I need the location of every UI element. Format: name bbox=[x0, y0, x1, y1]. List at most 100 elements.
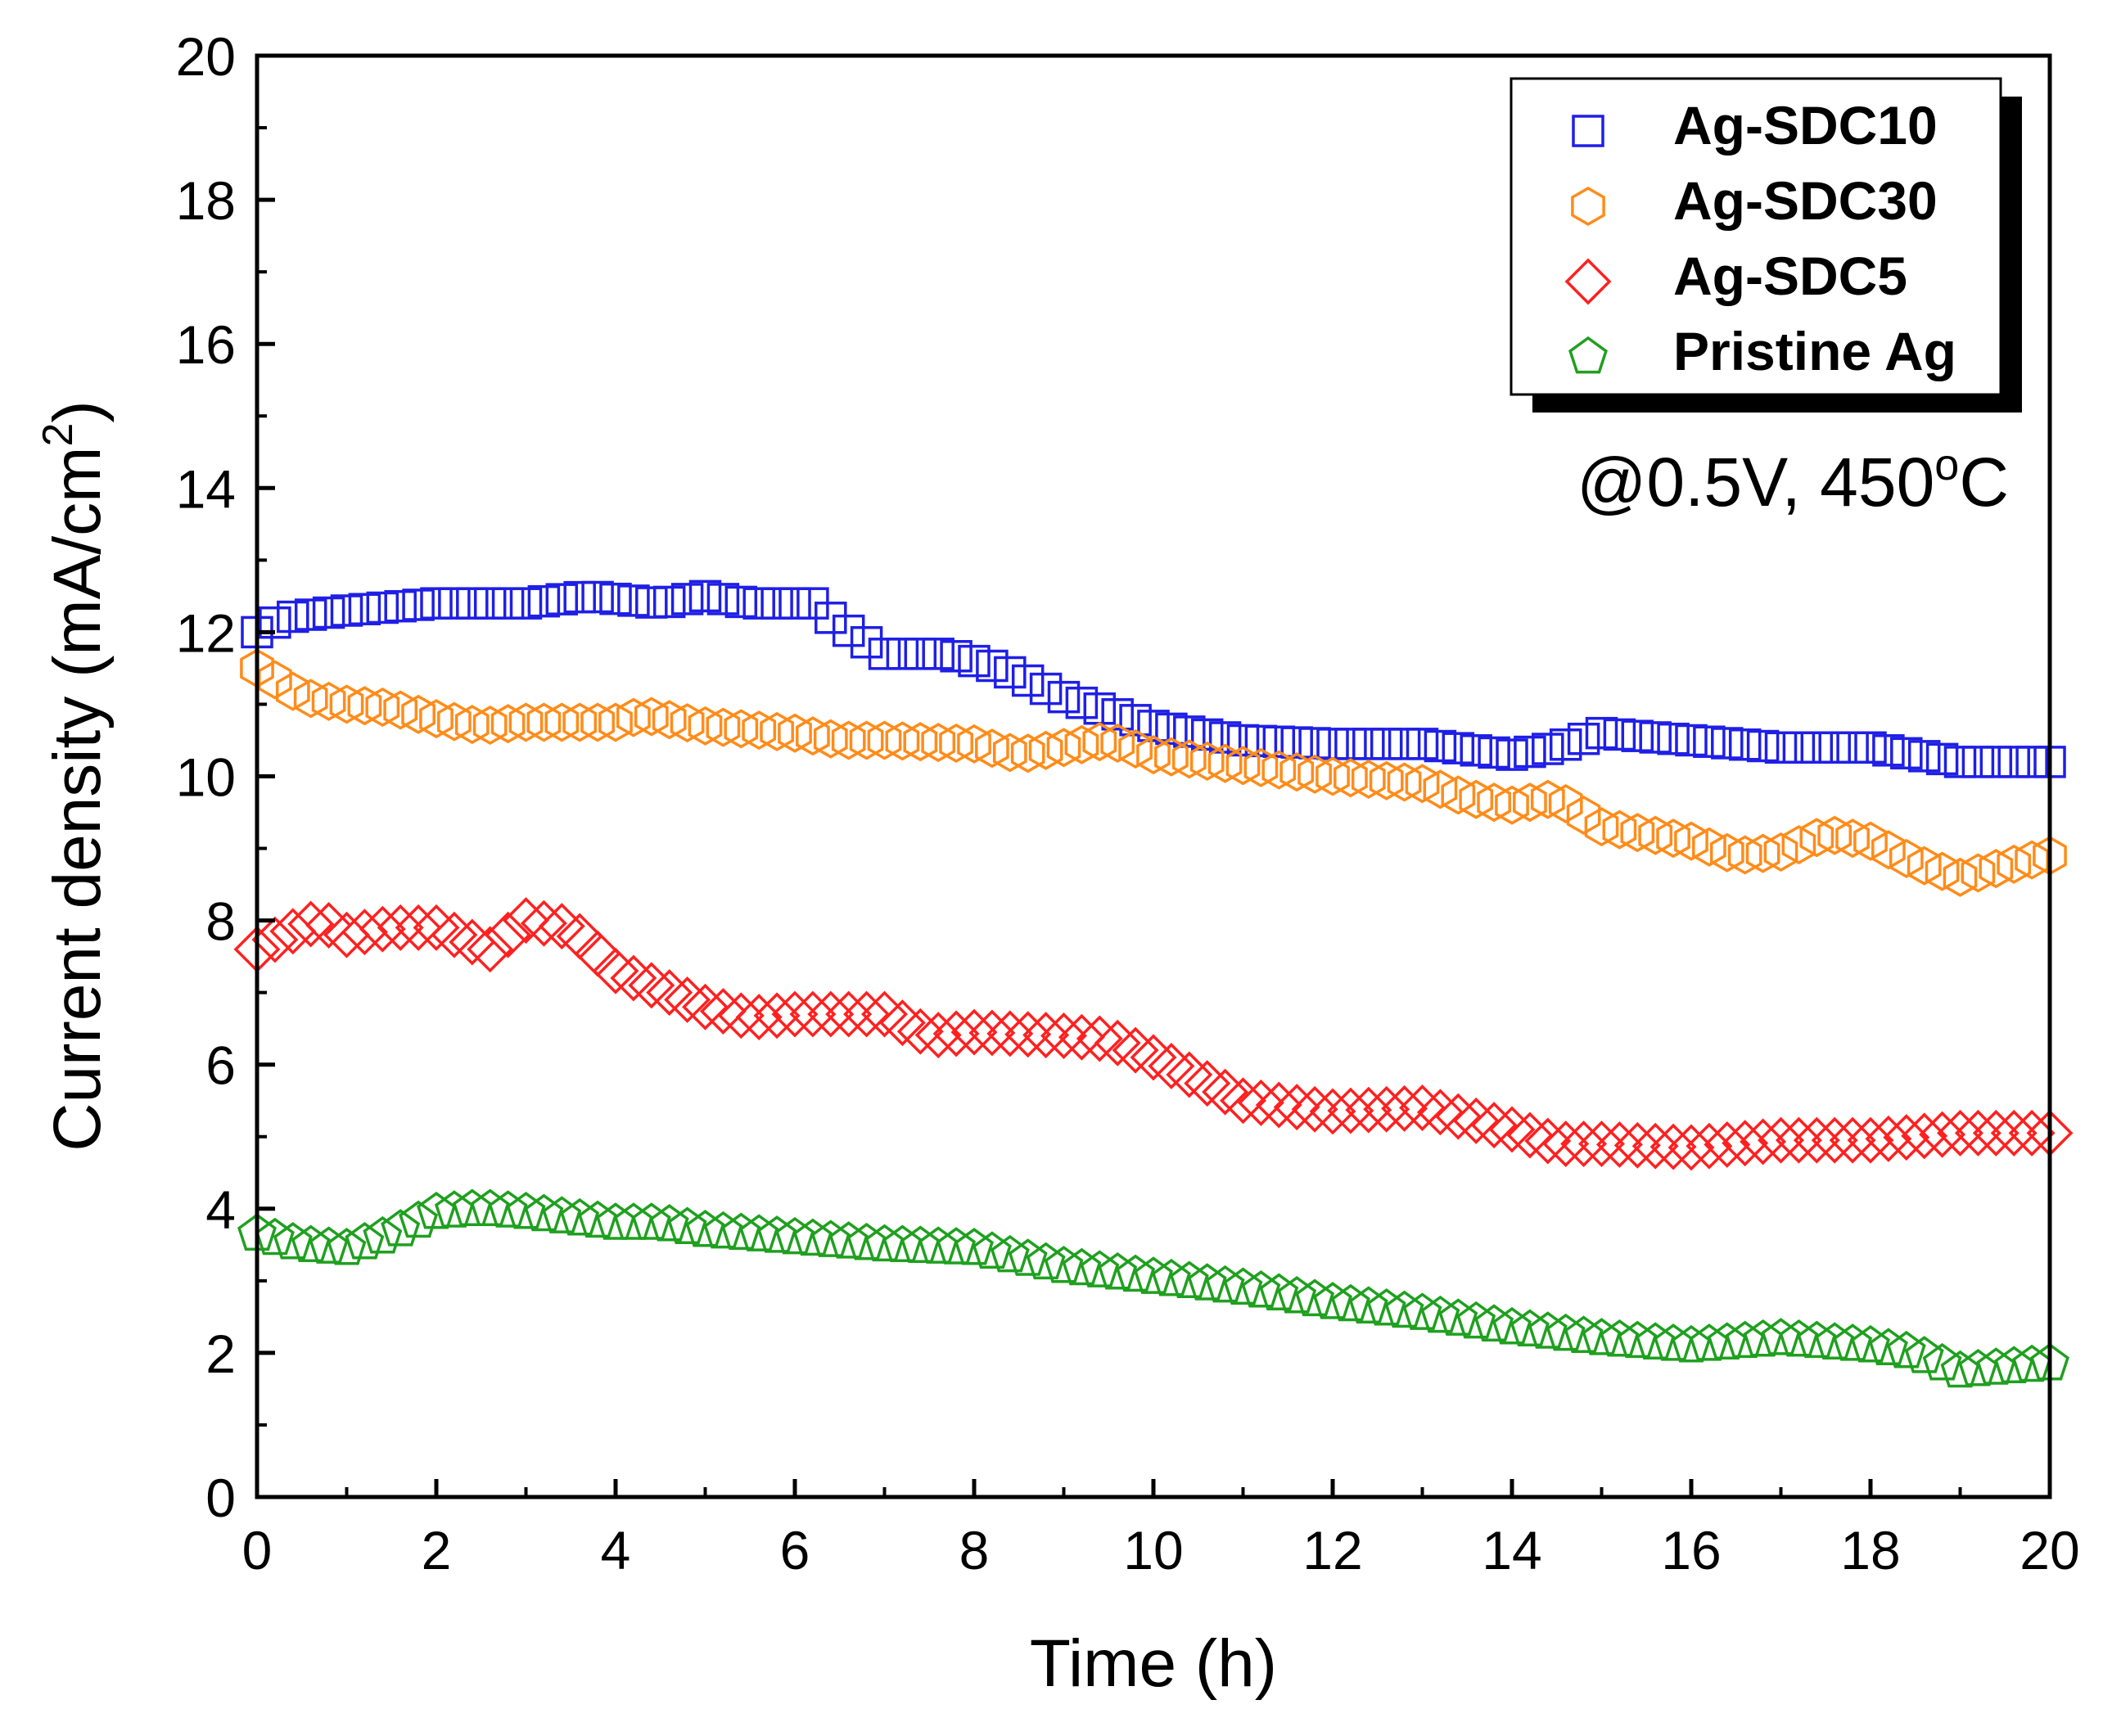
data-point bbox=[1532, 733, 1564, 765]
annotation-unit: C bbox=[1959, 444, 2009, 521]
data-point bbox=[1763, 832, 1798, 873]
data-point bbox=[670, 703, 705, 743]
legend: Ag-SDC10 Ag-SDC30 Ag-SDC5 Pristine Ag bbox=[1510, 77, 2022, 413]
data-point bbox=[399, 1200, 439, 1238]
data-point bbox=[1064, 724, 1099, 764]
data-point bbox=[1761, 1318, 1801, 1355]
data-point bbox=[1381, 1084, 1428, 1132]
data-point bbox=[904, 638, 937, 670]
data-point bbox=[2008, 1109, 2056, 1157]
data-point bbox=[1782, 731, 1816, 764]
data-point bbox=[1345, 1086, 1392, 1134]
data-point bbox=[381, 1209, 421, 1247]
data-point bbox=[1334, 728, 1367, 760]
data-point bbox=[706, 707, 741, 747]
data-point bbox=[341, 909, 388, 956]
data-point bbox=[739, 1214, 779, 1251]
data-point bbox=[789, 990, 837, 1038]
data-point bbox=[667, 1206, 707, 1245]
data-point bbox=[1564, 1315, 1604, 1354]
data-point bbox=[1886, 1330, 1926, 1369]
data-point bbox=[1029, 672, 1063, 706]
data-point bbox=[1460, 734, 1492, 767]
data-point bbox=[940, 640, 973, 673]
data-point bbox=[1098, 1252, 1138, 1290]
data-point bbox=[775, 1216, 815, 1255]
data-point bbox=[1779, 1319, 1819, 1357]
data-point bbox=[1904, 1336, 1944, 1373]
data-point bbox=[1169, 1260, 1209, 1299]
data-point bbox=[1295, 1278, 1335, 1317]
data-point bbox=[1811, 1116, 1858, 1164]
data-point bbox=[419, 699, 454, 739]
data-point bbox=[1990, 1109, 2038, 1157]
data-point bbox=[1495, 785, 1529, 825]
data-point bbox=[1567, 722, 1600, 755]
data-point bbox=[1259, 1273, 1299, 1311]
data-point bbox=[831, 720, 866, 760]
data-point bbox=[699, 988, 747, 1035]
data-point bbox=[688, 706, 723, 746]
data-point bbox=[918, 1226, 959, 1264]
data-point bbox=[1047, 680, 1081, 714]
data-point bbox=[1406, 728, 1439, 760]
data-point bbox=[1654, 1323, 1694, 1361]
data-point bbox=[849, 720, 884, 760]
data-point bbox=[1402, 1292, 1442, 1330]
data-point bbox=[1026, 1242, 1066, 1280]
y-tick-label: 20 bbox=[176, 26, 236, 87]
data-point bbox=[592, 947, 639, 994]
data-point bbox=[1094, 1019, 1141, 1066]
data-point bbox=[617, 584, 650, 617]
data-point bbox=[1546, 1313, 1586, 1351]
data-point bbox=[810, 1220, 851, 1257]
data-point bbox=[1279, 752, 1315, 792]
x-tick-label: 6 bbox=[780, 1520, 810, 1580]
data-point bbox=[1865, 1115, 1912, 1162]
data-point bbox=[1883, 1114, 1930, 1161]
y-tick-label: 10 bbox=[176, 747, 236, 808]
data-point bbox=[395, 904, 442, 951]
data-point bbox=[1241, 1270, 1281, 1308]
data-point bbox=[846, 1222, 887, 1260]
data-point bbox=[1277, 1276, 1317, 1314]
y-tick-label: 2 bbox=[205, 1323, 236, 1384]
series-layer bbox=[233, 579, 2074, 1388]
data-point bbox=[882, 1224, 923, 1263]
y-tick-label: 6 bbox=[205, 1035, 236, 1096]
data-point bbox=[1506, 1111, 1554, 1159]
data-point bbox=[1255, 1081, 1302, 1129]
data-point bbox=[1154, 737, 1189, 777]
data-point bbox=[757, 1215, 797, 1253]
data-point bbox=[1208, 721, 1242, 754]
data-point bbox=[1602, 809, 1637, 850]
data-point bbox=[771, 990, 819, 1038]
data-point bbox=[975, 728, 1009, 769]
data-point bbox=[1438, 1298, 1478, 1336]
data-point bbox=[1727, 835, 1762, 875]
data-point bbox=[1793, 1116, 1840, 1164]
data-point bbox=[724, 585, 758, 619]
data-point bbox=[1674, 821, 1708, 861]
ticks-layer: 0 2 4 6 8 10 12 14 16 18 20 0 2 4 6 8 10 12 14 16 18 20 bbox=[176, 26, 2080, 1580]
y-tick-label: 0 bbox=[205, 1468, 236, 1528]
data-point bbox=[329, 684, 364, 724]
data-point bbox=[526, 702, 562, 742]
x-axis-title: Time (h) bbox=[1030, 1626, 1277, 1701]
data-point bbox=[778, 713, 812, 753]
data-point bbox=[287, 900, 335, 948]
data-point bbox=[259, 606, 291, 639]
data-point bbox=[1280, 726, 1313, 759]
data-point bbox=[1994, 1346, 2034, 1383]
data-point bbox=[1416, 1089, 1464, 1136]
data-point bbox=[488, 1190, 528, 1228]
data-point bbox=[1582, 1318, 1622, 1355]
data-point bbox=[1958, 1349, 1998, 1387]
y-tick-label: 18 bbox=[176, 170, 236, 231]
data-point bbox=[616, 697, 651, 737]
data-point bbox=[377, 904, 424, 951]
data-point bbox=[1961, 853, 1996, 893]
data-point bbox=[509, 587, 543, 620]
data-point bbox=[1836, 731, 1869, 764]
